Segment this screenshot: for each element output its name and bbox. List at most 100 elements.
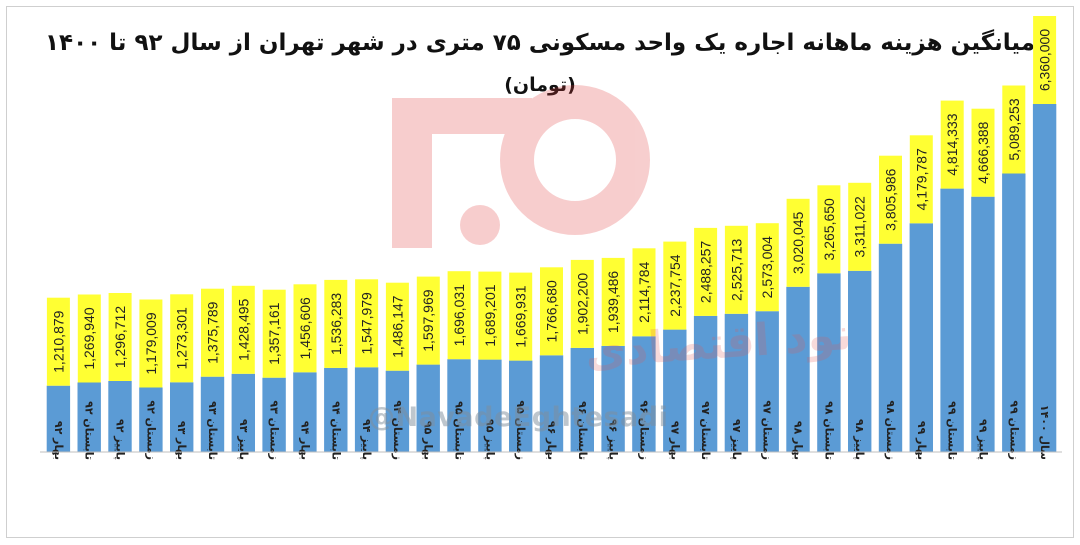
- x-tick-label: بهار ۹۸: [792, 421, 805, 460]
- x-tick-label: پاییز ۹۲: [114, 419, 127, 460]
- bar: [478, 359, 502, 452]
- data-label: 4,814,333: [944, 113, 960, 175]
- data-label: 3,020,045: [790, 211, 806, 273]
- x-tick-label: تابستان ۹۲: [83, 401, 96, 460]
- x-tick-label: سال ۱۴۰۰: [1038, 405, 1051, 460]
- bar: [693, 315, 718, 452]
- x-tick-label: تابستان ۹۷: [699, 401, 712, 460]
- data-label: 1,428,495: [235, 298, 251, 360]
- data-label-bg: [909, 135, 933, 224]
- data-label-bg: [1033, 16, 1057, 104]
- data-label-bg: [724, 225, 748, 314]
- data-label: 3,805,986: [883, 168, 899, 230]
- data-label: 1,536,283: [328, 293, 344, 355]
- x-tick-label: پاییز ۹۴: [360, 419, 373, 460]
- data-label: 1,669,931: [513, 285, 529, 347]
- data-label: 1,456,606: [297, 297, 313, 359]
- x-tick-label: تابستان ۹۴: [329, 401, 342, 460]
- data-label: 1,296,712: [112, 306, 128, 368]
- data-label: 5,089,253: [1006, 98, 1022, 160]
- bar: [909, 223, 933, 452]
- data-label-bg: [601, 257, 625, 346]
- data-label-bg: [1002, 85, 1026, 174]
- data-label: 1,273,301: [174, 307, 190, 369]
- data-label: 1,689,201: [482, 284, 498, 346]
- data-label-bg: [201, 288, 224, 377]
- bar: [755, 311, 779, 452]
- data-label-bg: [848, 182, 872, 271]
- data-label: 4,179,787: [913, 148, 929, 210]
- data-label-bg: [385, 282, 409, 371]
- data-label: 2,488,257: [698, 241, 714, 303]
- data-label: 1,357,161: [266, 302, 282, 364]
- bar: [786, 286, 810, 452]
- x-tick-label: زمستان ۹۵: [514, 400, 527, 460]
- data-label: 1,939,486: [605, 271, 621, 333]
- data-label-bg: [231, 285, 255, 374]
- data-label-bg: [478, 271, 502, 360]
- data-label-bg: [262, 289, 286, 378]
- bar: [724, 313, 749, 452]
- data-label-bg: [46, 297, 70, 386]
- bar: [231, 373, 255, 452]
- x-tick-label: زمستان ۹۸: [884, 400, 897, 460]
- data-label: 2,525,713: [728, 238, 744, 300]
- bar: [200, 376, 225, 452]
- data-label-bg: [293, 284, 317, 373]
- bar: [878, 243, 903, 452]
- data-label: 1,547,979: [359, 292, 375, 354]
- data-label-bg: [509, 272, 533, 361]
- bar: [632, 336, 656, 452]
- x-tick-label: بهار ۹۴: [299, 421, 312, 460]
- x-tick-label: زمستان ۹۲: [144, 400, 157, 460]
- data-label: 6,360,000: [1037, 29, 1053, 91]
- data-label-bg: [139, 299, 163, 388]
- bar: [385, 370, 410, 452]
- data-label-bg: [663, 241, 687, 330]
- x-tick-label: زمستان ۹۶: [638, 400, 651, 460]
- data-label-bg: [77, 294, 101, 383]
- bar: [354, 367, 379, 452]
- x-tick-label: زمستان ۹۹: [1007, 400, 1020, 460]
- x-tick-label: تابستان ۹۵: [453, 401, 466, 460]
- x-tick-label: پاییز ۹۶: [607, 419, 620, 460]
- watermark-logo: [392, 85, 650, 248]
- data-label-bg: [971, 108, 995, 197]
- bar: [139, 387, 163, 452]
- data-label: 2,237,754: [667, 254, 683, 316]
- x-tick-label: بهار ۹۹: [915, 421, 928, 460]
- data-label-bg: [632, 248, 656, 337]
- data-label: 1,902,200: [574, 273, 590, 335]
- x-tick-label: پاییز ۹۵: [483, 419, 496, 460]
- x-tick-label: بهار ۹۲: [52, 421, 65, 460]
- data-label: 1,375,789: [205, 301, 221, 363]
- data-label-bg: [694, 227, 718, 316]
- bar: [940, 188, 964, 452]
- data-label-bg: [416, 276, 440, 365]
- data-label-bg: [940, 100, 964, 189]
- x-tick-label: پاییز ۹۹: [977, 419, 990, 460]
- data-label-bg: [755, 223, 779, 312]
- x-tick-label: زمستان ۹۳: [268, 400, 281, 460]
- x-tick-label: پاییز ۹۷: [730, 419, 743, 460]
- bar: [509, 360, 533, 452]
- data-label: 4,666,388: [975, 121, 991, 183]
- data-label-bg: [170, 294, 194, 383]
- bar: [293, 372, 317, 452]
- x-tick-label: زمستان ۹۷: [761, 400, 774, 460]
- x-tick-label: تابستان ۹۸: [822, 401, 835, 460]
- data-label: 2,114,784: [636, 261, 652, 322]
- bar: [324, 367, 348, 452]
- bar: [817, 273, 841, 452]
- bar: [108, 381, 132, 452]
- chart-subtitle: (تومان): [504, 74, 576, 96]
- data-label-bg: [355, 279, 379, 368]
- chart-title: میانگین هزینه ماهانه اجاره یک واحد مسکون…: [45, 30, 1035, 56]
- data-label-bg: [108, 293, 132, 381]
- x-tick-label: تابستان ۹۶: [576, 401, 589, 460]
- bar: [848, 270, 872, 452]
- data-label: 1,210,879: [50, 310, 66, 372]
- bar: [416, 364, 440, 452]
- bar: [539, 355, 564, 452]
- x-tick-label: تابستان ۹۳: [206, 401, 219, 460]
